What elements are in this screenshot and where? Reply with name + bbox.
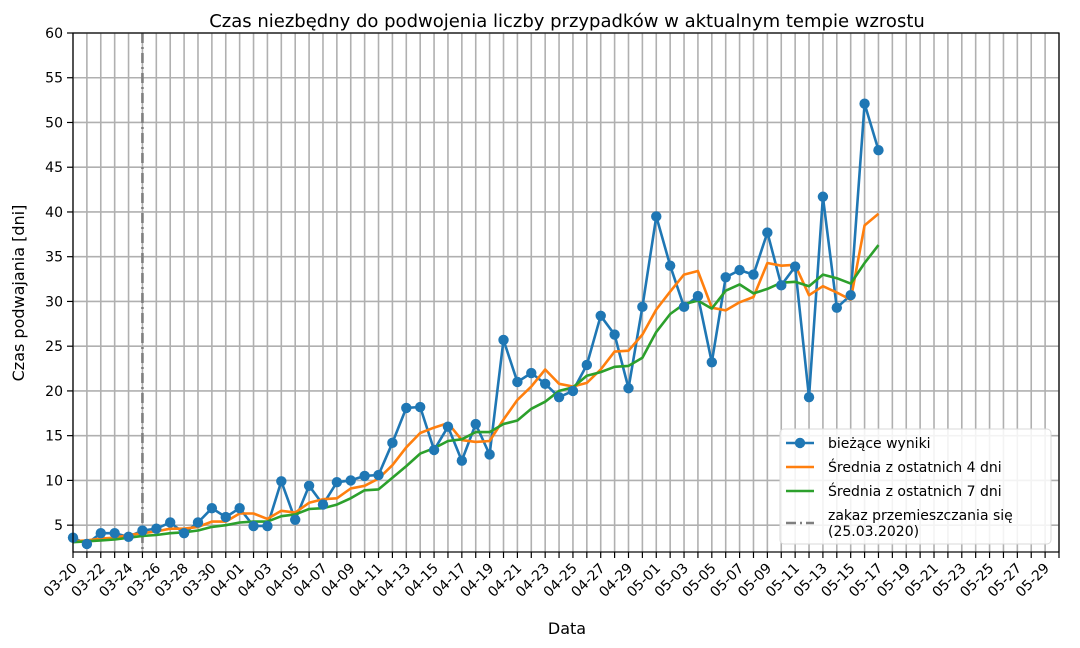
data-point [220,511,231,523]
data-point [303,480,315,491]
data-point [414,401,426,413]
data-point [692,290,704,302]
y-tick-label: 60 [45,26,63,42]
y-tick-label: 5 [54,518,63,534]
data-point [706,357,718,368]
data-point [748,269,759,280]
series-markers [67,98,884,550]
data-point [484,449,495,460]
data-point [428,444,440,456]
data-point [248,520,259,532]
y-tick-label: 15 [45,429,63,445]
data-point [401,402,412,414]
legend-label-2: Średnia z ostatnich 4 dni [828,458,1002,476]
y-tick-label: 30 [45,294,63,310]
y-tick-label: 35 [45,250,63,266]
data-point [234,502,245,514]
y-tick-label: 55 [45,71,63,87]
data-point [345,475,356,486]
data-point [81,538,93,550]
data-point [637,301,648,313]
y-tick-label: 50 [45,115,63,131]
legend-box [779,428,1052,545]
data-point [178,528,190,539]
data-point [137,525,148,536]
data-point [789,261,801,272]
data-point [206,502,218,514]
legend: bieżące wyniki Średnia z ostatnich 4 dni Ś… [779,428,1052,545]
data-point [526,367,537,379]
x-axis-label: Data [548,619,586,638]
data-point [845,289,856,301]
data-point [289,514,301,525]
data-point [776,280,787,291]
data-point [512,376,523,388]
y-tick-label: 45 [45,160,63,176]
x-axis-ticks: 03-2003-2203-2403-2603-2803-3004-0104-03… [41,552,1060,601]
legend-marker [794,437,806,449]
data-point [678,301,690,313]
chart-title: Czas niezbędny do podwojenia liczby przy… [209,11,925,32]
series-line-2 [72,212,880,543]
data-point [317,499,329,510]
y-axis-ticks: 5 10 15 20 25 30 35 40 45 50 55 60 [45,26,73,534]
data-point [456,455,468,466]
legend-label-3: Średnia z ostatnich 7 dni [828,482,1002,500]
legend-label-4: zakaz przemieszczania się [828,508,1013,524]
data-point [803,391,815,403]
data-point [831,302,843,313]
y-tick-label: 20 [45,384,63,400]
data-point [817,191,829,202]
data-point [651,211,662,222]
data-point [262,520,273,532]
plot-frame [72,32,1060,553]
data-point [192,517,204,528]
data-point [442,421,454,432]
data-point [873,145,884,156]
legend-label-1: bieżące wyniki [828,436,931,452]
data-point [595,310,606,321]
y-tick-label: 10 [45,473,63,489]
data-point [498,334,509,346]
data-point [664,260,676,271]
data-point [609,329,620,340]
data-point [539,378,551,389]
data-point [734,264,745,276]
data-point [553,391,565,403]
data-point [165,517,176,528]
data-point [373,469,384,481]
data-point [859,98,870,109]
data-point [151,523,162,534]
series-line-3 [72,244,880,544]
data-point [581,359,593,371]
data-point [95,528,106,539]
data-point [470,418,481,430]
y-axis-label: Czas podwajania [dni] [9,205,28,382]
legend-label-4: (25.03.2020) [828,524,919,540]
y-tick-label: 40 [45,205,63,221]
y-tick-label: 25 [45,339,63,355]
data-point [109,528,120,539]
data-point [762,227,773,238]
data-point [567,385,579,397]
data-point [123,531,134,542]
data-point [623,383,634,394]
axes [72,32,1060,553]
data-point [720,272,731,283]
data-point [359,470,370,482]
data-point [331,477,343,488]
data-point [387,437,398,449]
data-point [276,476,287,487]
